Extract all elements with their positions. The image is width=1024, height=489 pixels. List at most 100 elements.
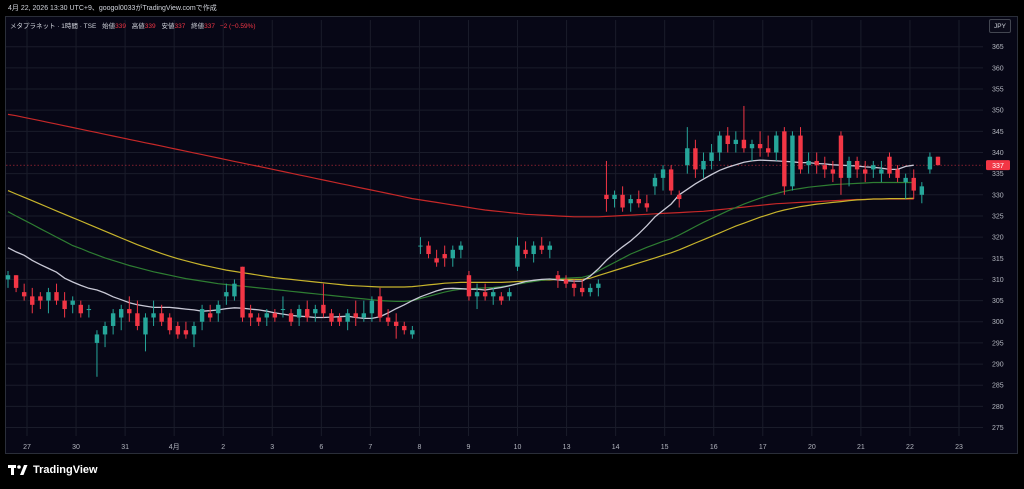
candle-body [636,199,641,204]
ma-line-red [7,113,914,218]
price-tick-label: 340 [992,150,1004,157]
time-tick-label: 4月 [169,443,180,451]
candle-body [588,287,593,293]
candle-body [895,169,900,178]
candle-body [110,313,116,326]
symbol-label[interactable]: メタプラネット · 1時間 · TSE [10,23,97,30]
time-tick-label: 17 [759,444,767,451]
candle-body [774,135,779,153]
time-tick-label: 16 [710,444,718,451]
candle-body [806,160,811,166]
candle-body [5,275,11,280]
price-tick-label: 335 [992,171,1004,178]
candle-body [361,313,367,318]
close-value: 337 [204,23,215,30]
time-tick-label: 13 [563,444,571,451]
candle-body [248,313,253,318]
candle-body [62,300,67,310]
candle-body [644,203,650,208]
candle-body [458,245,464,250]
candle-body [442,254,447,259]
candle-body [871,165,876,170]
candle-body [159,313,164,322]
candle-body [151,313,156,318]
candle-body [547,245,553,250]
candle-body [434,258,439,263]
candle-body [717,135,722,153]
time-tick-label: 21 [857,444,865,451]
candle-body [30,296,35,305]
candle-body [296,309,302,318]
candle-body [232,283,237,297]
candle-body [385,317,391,322]
candle-body [410,330,415,335]
candle-body [466,275,472,297]
candle-body [21,292,27,297]
close-label: 終値 [191,23,205,30]
candle-body [709,152,714,161]
candle-body [264,313,269,318]
candle-body [491,292,496,297]
time-tick-label: 22 [906,444,914,451]
candle-body [337,317,342,322]
snapshot-meta: 4月 22, 2026 13:30 UTC+9、googol0033がTradi… [8,5,217,12]
candle-body [13,275,19,288]
time-tick-label: 27 [23,444,31,451]
candle-body [402,325,407,331]
candle-body [523,249,528,255]
price-tick-label: 305 [992,298,1004,305]
price-tick-label: 315 [992,256,1004,263]
candle-body [628,199,633,204]
candle-body [539,245,544,250]
tradingview-logo[interactable]: TradingView [8,464,98,476]
candle-body [830,169,836,174]
last-price-label: 337 [992,163,1004,170]
price-tick-label: 350 [992,108,1004,115]
candle-body [782,131,787,187]
ma-line-yellow [7,190,914,288]
candle-body [838,135,844,178]
candle-body [345,313,350,322]
candle-body [86,309,92,311]
candle-body [256,317,261,322]
candle-body [280,309,286,311]
candle-body [135,313,140,326]
candle-body [288,313,294,322]
open-value: 339 [115,23,126,30]
high-label: 高値 [131,23,145,30]
candle-body [54,292,59,301]
tradingview-brand: TradingView [33,464,98,476]
price-tick-label: 355 [992,87,1004,94]
candle-body [911,177,916,191]
candle-body [426,245,431,255]
candle-body [563,279,569,284]
ohlc-legend: メタプラネット · 1時間 · TSE 始値339 高値339 安値337 終値… [10,20,256,30]
change-value: −2 (−0.59%) [219,23,256,30]
candle-body [757,144,763,149]
candle-body [620,194,625,208]
price-tick-label: 325 [992,213,1004,220]
candle-body [652,177,658,187]
time-tick-label: 6 [319,444,323,451]
candle-body [579,287,585,293]
open-label: 始値 [102,23,116,30]
price-tick-label: 310 [992,277,1004,284]
price-tick-label: 365 [992,44,1004,51]
time-tick-label: 30 [72,444,80,451]
currency-button[interactable]: JPY [989,19,1011,33]
candle-body [46,292,51,301]
low-value: 337 [174,23,186,30]
candle-body [515,245,520,267]
candle-body [822,165,827,170]
time-tick-label: 3 [270,444,274,451]
price-tick-label: 275 [992,425,1004,432]
last-price-badge [986,160,1010,171]
candle-body [927,156,933,170]
candle-body [701,160,706,170]
time-tick-label: 20 [808,444,816,451]
price-tick-label: 285 [992,383,1004,390]
candle-body [814,160,819,166]
candle-body [175,325,181,335]
ma-line-white [7,159,914,320]
